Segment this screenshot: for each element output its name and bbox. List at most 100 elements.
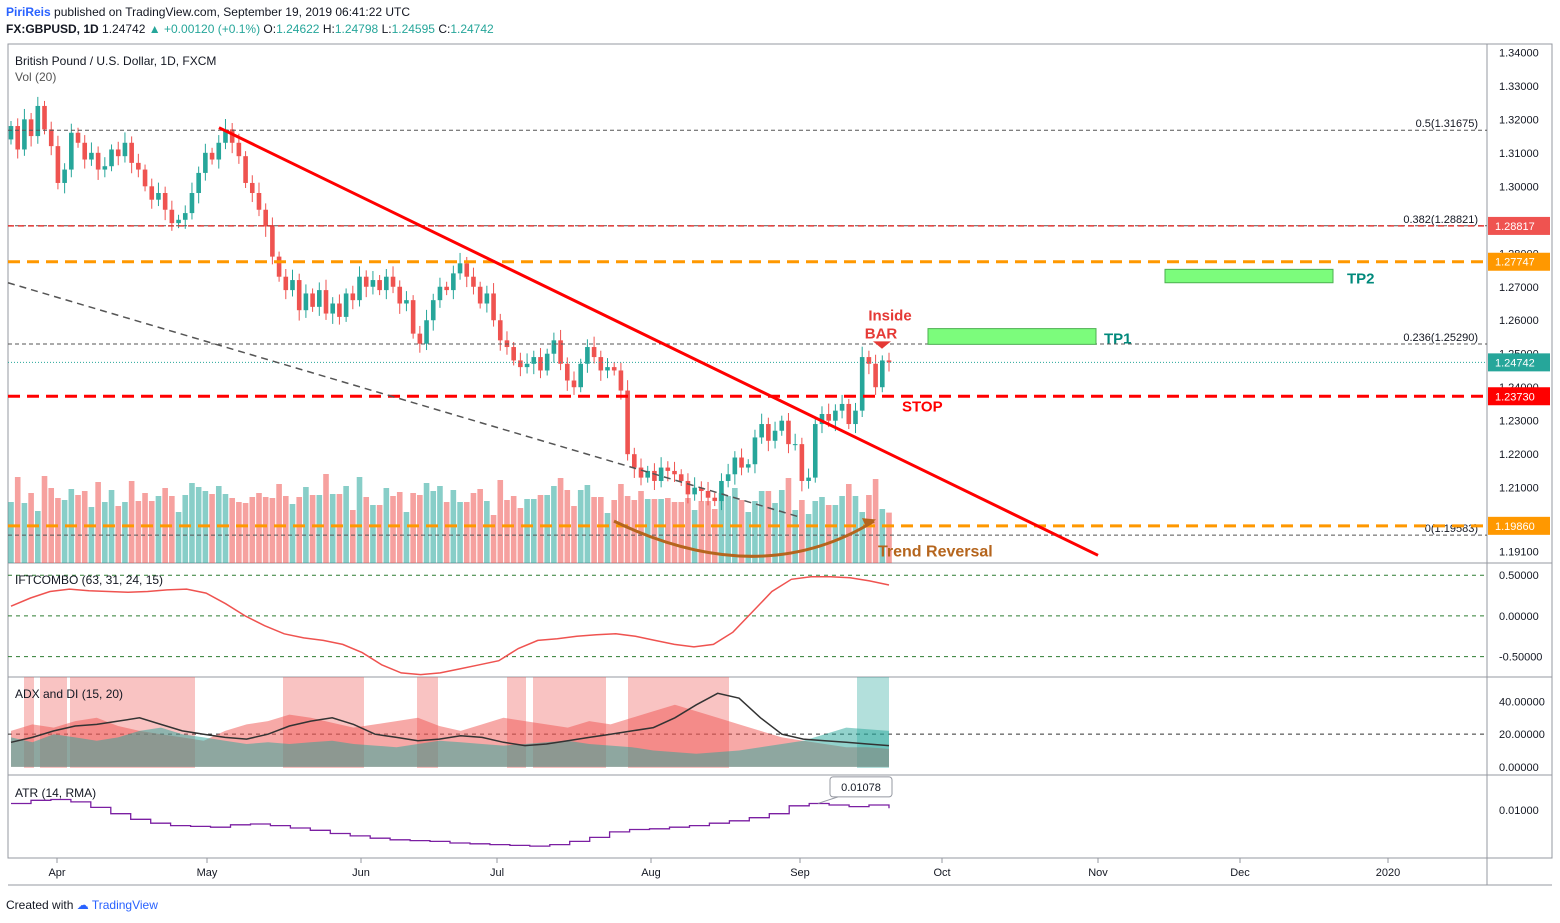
candle-body — [62, 169, 67, 183]
volume-bar — [249, 497, 256, 563]
volume-bar — [879, 509, 886, 563]
candle-body — [484, 293, 490, 304]
atr-callout-pointer — [817, 796, 839, 804]
volume-bar — [718, 493, 725, 563]
volume-bar — [316, 495, 323, 563]
inside-bar-label-2: BAR — [865, 325, 898, 342]
volume-bar — [242, 503, 249, 563]
time-tick-label: Sep — [790, 867, 810, 879]
candle-body — [249, 182, 255, 194]
adx-line — [10, 692, 890, 747]
candle-body — [692, 487, 697, 495]
adx-title: ADX and DI (15, 20) — [15, 687, 124, 701]
candle-body — [558, 340, 563, 364]
inside-bar-label: Inside — [868, 307, 911, 324]
volume-bar — [336, 494, 343, 563]
candle-body — [310, 293, 315, 307]
candle-body — [404, 300, 409, 304]
volume-bar — [329, 494, 336, 563]
time-tick-label: Apr — [48, 867, 65, 879]
candle-body — [370, 280, 376, 287]
volume-bar — [778, 490, 785, 563]
time-tick-label: Jun — [352, 867, 370, 879]
volume-bar — [262, 497, 269, 563]
volume-bar — [303, 487, 309, 563]
candle-body — [377, 280, 382, 291]
volume-bar — [256, 493, 262, 563]
price-tag-box — [1488, 252, 1550, 271]
candle-body — [806, 477, 811, 481]
candle-body — [430, 300, 436, 321]
candle-body — [732, 457, 738, 475]
volume-bar — [537, 495, 544, 563]
price-tick-label: 1.21000 — [1499, 483, 1539, 495]
high-label: H: — [322, 22, 335, 36]
volume-bar — [792, 510, 798, 563]
candle-body — [129, 142, 134, 163]
volume-bar — [236, 502, 242, 563]
atr-callout-value: 0.01078 — [841, 782, 881, 794]
volume-bar — [175, 512, 182, 563]
volume-bar — [363, 497, 370, 563]
volume-bar — [604, 513, 611, 563]
volume-bar — [95, 482, 101, 563]
adx-tick-label: 0.00000 — [1499, 762, 1539, 774]
candle-body — [779, 420, 785, 431]
candle-body — [739, 457, 744, 468]
volume-bar — [644, 499, 651, 563]
candle-body — [303, 293, 309, 311]
publish-line: PiriReis published on TradingView.com, S… — [6, 5, 410, 19]
adx-regime-band — [24, 677, 34, 768]
last-price: 1.24742 — [102, 22, 146, 36]
candle-body — [89, 152, 94, 160]
candle-body — [705, 491, 711, 498]
volume-bar — [551, 486, 557, 563]
candle-body — [216, 142, 222, 160]
volume-bar — [530, 499, 537, 563]
volume-bar — [591, 497, 597, 563]
candle-body — [256, 193, 262, 210]
price-tick-label: 1.27000 — [1499, 282, 1539, 294]
candle-body — [209, 152, 215, 160]
secondary-trendline — [7, 282, 801, 518]
volume-bar — [343, 486, 349, 563]
volume-bar — [55, 498, 61, 563]
volume-bar — [799, 500, 805, 563]
volume-bar — [437, 486, 443, 563]
volume-bar — [115, 506, 122, 563]
trend-reversal-arc — [613, 519, 875, 558]
candle-body — [263, 209, 268, 227]
candle-body — [236, 142, 242, 157]
candle-body — [625, 390, 630, 455]
candle-body — [531, 357, 537, 364]
fib-level-label: 0.236(1.25290) — [1403, 332, 1478, 344]
price-tag-label: 1.23730 — [1495, 391, 1535, 403]
tradingview-logo-icon: ☁ — [76, 898, 89, 912]
candle-body — [169, 209, 175, 224]
candle-body — [323, 290, 329, 314]
volume-bar — [403, 512, 410, 563]
main-pane-title: British Pound / U.S. Dollar, 1D, FXCM — [15, 54, 217, 68]
volume-bar — [396, 492, 403, 563]
tradingview-brand[interactable]: TradingView — [91, 898, 158, 912]
trend-reversal-arrowhead-icon — [862, 518, 876, 528]
volume-bar — [61, 500, 68, 563]
volume-bar — [14, 477, 21, 563]
candle-body — [839, 403, 845, 411]
volume-bar — [370, 505, 376, 563]
volume-bar — [819, 497, 825, 563]
volume-bar — [102, 502, 108, 563]
volume-bar — [269, 498, 276, 563]
price-tag-label: 1.19860 — [1495, 521, 1535, 533]
candle-body — [451, 273, 456, 291]
close-label: C: — [438, 22, 451, 36]
author-name[interactable]: PiriReis — [6, 5, 51, 19]
price-tag-label: 1.28817 — [1495, 221, 1535, 233]
candle-body — [417, 333, 423, 344]
candle-body — [243, 156, 248, 183]
time-tick-label: 2020 — [1376, 867, 1400, 879]
volume-bar — [189, 483, 195, 563]
candle-body — [142, 169, 148, 187]
candle-body — [846, 403, 852, 425]
volume-bar — [383, 488, 390, 563]
